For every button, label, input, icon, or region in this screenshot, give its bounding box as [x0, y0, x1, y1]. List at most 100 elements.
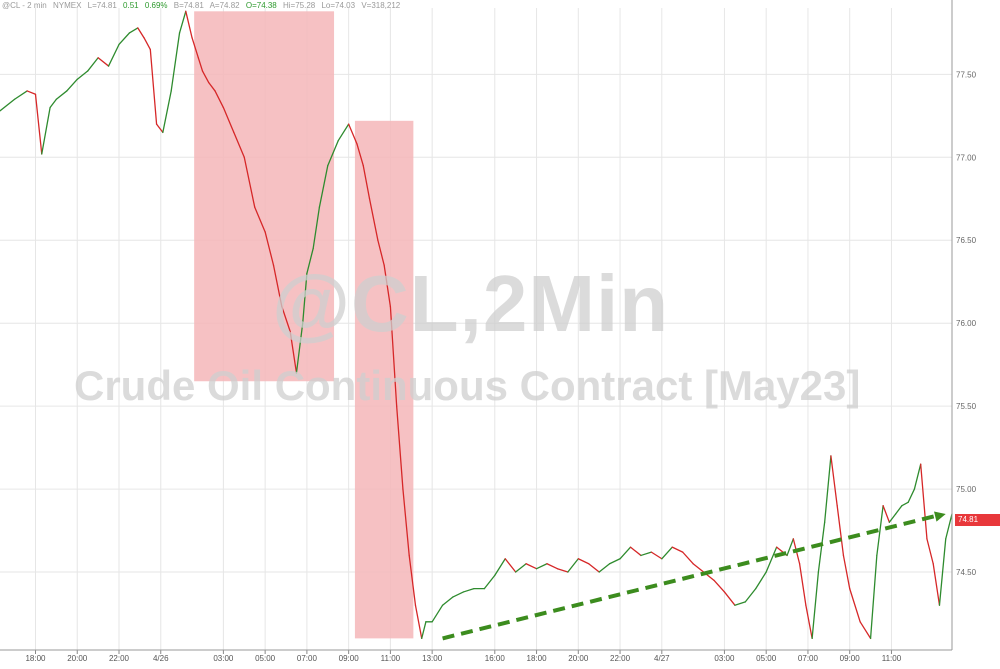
x-tick-label: 09:00 — [339, 654, 360, 663]
price-segment — [598, 563, 611, 573]
change-label: 0.51 — [123, 1, 139, 10]
price-segment — [396, 405, 404, 490]
price-segment — [408, 554, 417, 606]
price-segment — [362, 164, 371, 200]
highlight-box — [354, 120, 414, 639]
x-tick-label: 22:00 — [109, 654, 130, 663]
x-tick-label: 11:00 — [882, 654, 902, 663]
price-segment — [49, 98, 58, 109]
price-segment — [272, 264, 283, 308]
price-segment — [197, 57, 204, 72]
price-segment — [805, 604, 813, 640]
price-segment — [650, 551, 663, 560]
price-segment — [504, 558, 517, 573]
price-segment — [281, 305, 291, 333]
price-segment — [368, 198, 379, 241]
price-segment — [842, 554, 851, 590]
price-segment — [577, 558, 590, 565]
price-segment — [907, 488, 916, 504]
price-segment — [76, 70, 89, 80]
price-segment — [901, 501, 909, 507]
price-segment — [208, 82, 216, 92]
price-segment — [920, 463, 928, 540]
x-tick-label: 20:00 — [568, 654, 589, 663]
price-segment — [118, 32, 131, 46]
x-tick-label: 22:00 — [610, 654, 631, 663]
price-segment — [692, 563, 705, 573]
price-segment — [302, 272, 308, 324]
price-segment — [515, 563, 527, 573]
highlight-box — [194, 11, 335, 382]
price-segment — [318, 164, 329, 208]
x-tick-label: 20:00 — [67, 654, 88, 663]
price-segment — [295, 322, 304, 374]
price-segment — [619, 546, 632, 560]
axis-layer: 77.50 77.00 76.50 76.00 75.50 75.00 74.50 18:00… — [0, 0, 977, 663]
price-segment — [389, 305, 398, 407]
price-segment — [882, 505, 891, 523]
price-segment — [441, 596, 454, 606]
price-segment — [13, 90, 28, 100]
price-segment — [640, 551, 653, 557]
price-segment — [786, 538, 794, 557]
x-tick-label: 07:00 — [297, 654, 318, 663]
price-segment — [556, 568, 569, 573]
price-segment — [525, 563, 538, 570]
price-segment — [383, 264, 392, 308]
volume-label: V=318,212 — [361, 1, 401, 10]
price-segment — [214, 90, 225, 109]
high-label: Hi=75.28 — [283, 1, 316, 10]
price-segment — [894, 505, 903, 515]
price-segment — [817, 521, 826, 573]
price-segment — [191, 37, 199, 59]
price-segment — [608, 558, 621, 565]
price-segment — [546, 563, 559, 570]
price-segment — [243, 156, 256, 208]
price-segment — [26, 90, 37, 95]
price-segment — [312, 206, 321, 250]
price-segment — [149, 48, 158, 125]
price-segment — [859, 621, 872, 640]
price-segment — [66, 78, 78, 92]
open-label: O=74.38 — [245, 1, 277, 10]
x-tick-label: 07:00 — [798, 654, 819, 663]
price-segment — [34, 93, 43, 155]
price-segment — [347, 123, 358, 145]
watermark-symbol: @CL,2Min — [272, 259, 670, 348]
x-tick-label: 4/27 — [654, 654, 670, 663]
change-pct-label: 0.69% — [144, 1, 168, 10]
price-segment — [97, 57, 110, 67]
price-segment — [431, 604, 444, 623]
trend-line — [442, 513, 939, 641]
price-segment — [55, 90, 68, 100]
price-segment — [137, 27, 145, 39]
price-segment — [170, 32, 181, 92]
price-segment — [830, 455, 838, 507]
y-tick-label: 76.00 — [956, 319, 977, 328]
price-segment — [535, 563, 548, 570]
y-tick-label: 77.00 — [956, 153, 977, 162]
price-segment — [178, 10, 187, 34]
price-segment — [264, 231, 275, 266]
price-segment — [567, 558, 579, 573]
price-segment — [222, 106, 235, 134]
y-tick-label: 74.50 — [956, 568, 977, 577]
price-segment — [289, 330, 298, 374]
price-segment — [713, 579, 726, 593]
price-segment — [744, 587, 757, 603]
price-segment — [926, 538, 934, 565]
series-layer — [0, 10, 953, 640]
price-segment — [128, 27, 139, 34]
price-segment — [682, 551, 694, 565]
price-segment — [798, 563, 807, 606]
price-segment — [913, 463, 922, 490]
price-segment — [938, 538, 947, 606]
price-segment — [233, 131, 245, 158]
x-tick-label: 05:00 — [756, 654, 777, 663]
highlight-layer — [194, 11, 414, 639]
price-segment — [402, 488, 410, 557]
price-segment — [876, 505, 884, 557]
price-segment — [337, 123, 350, 142]
y-tick-label: 76.50 — [956, 236, 977, 245]
